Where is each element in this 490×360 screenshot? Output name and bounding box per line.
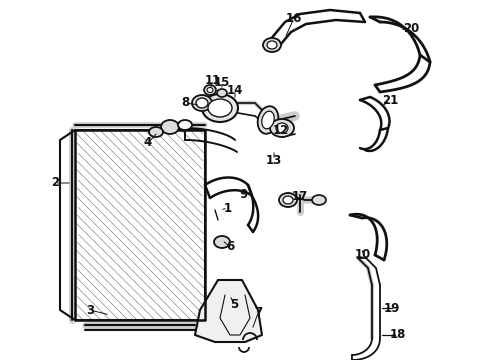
Ellipse shape	[192, 95, 212, 111]
Text: 17: 17	[292, 190, 308, 203]
Text: 1: 1	[224, 202, 232, 215]
Polygon shape	[195, 280, 262, 342]
Text: 16: 16	[286, 12, 302, 24]
Ellipse shape	[208, 99, 232, 117]
Ellipse shape	[283, 196, 293, 204]
Ellipse shape	[202, 94, 238, 122]
Text: 15: 15	[214, 76, 230, 89]
Text: 21: 21	[382, 94, 398, 107]
Text: 5: 5	[230, 298, 238, 311]
Text: 4: 4	[144, 136, 152, 149]
Ellipse shape	[207, 87, 213, 93]
Ellipse shape	[312, 195, 326, 205]
Ellipse shape	[276, 123, 288, 133]
Polygon shape	[75, 130, 205, 320]
Ellipse shape	[270, 119, 294, 137]
Ellipse shape	[149, 127, 163, 137]
Ellipse shape	[263, 38, 281, 52]
Text: 3: 3	[86, 303, 94, 316]
Ellipse shape	[178, 120, 192, 130]
Ellipse shape	[196, 98, 208, 108]
Ellipse shape	[214, 236, 230, 248]
Ellipse shape	[161, 120, 179, 134]
Ellipse shape	[217, 89, 227, 97]
Text: 13: 13	[266, 153, 282, 166]
Text: 20: 20	[403, 22, 419, 35]
Text: 14: 14	[227, 84, 243, 96]
Ellipse shape	[262, 111, 274, 129]
Text: 2: 2	[51, 176, 59, 189]
Text: 12: 12	[273, 123, 289, 136]
Ellipse shape	[267, 41, 277, 49]
Text: 8: 8	[181, 96, 189, 109]
Ellipse shape	[204, 85, 216, 95]
Text: 11: 11	[205, 73, 221, 86]
Text: 6: 6	[226, 240, 234, 253]
Text: 19: 19	[384, 302, 400, 315]
Ellipse shape	[258, 106, 278, 134]
Text: 7: 7	[254, 306, 262, 320]
Ellipse shape	[279, 193, 297, 207]
Text: 9: 9	[239, 189, 247, 202]
Text: 18: 18	[390, 328, 406, 342]
Text: 10: 10	[355, 248, 371, 261]
